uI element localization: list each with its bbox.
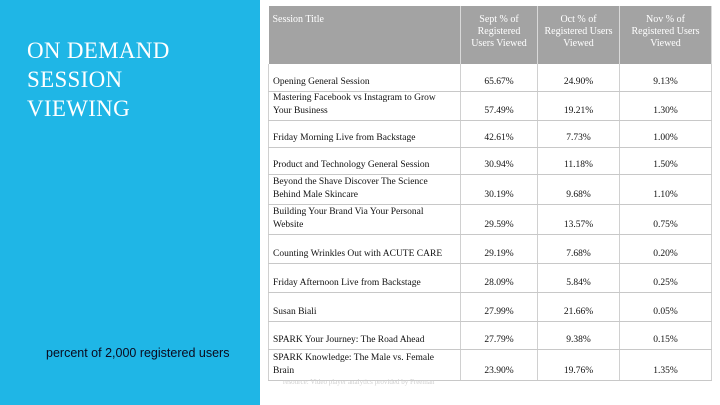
nov-cell: 0.05% xyxy=(619,292,712,322)
nov-cell: 0.25% xyxy=(619,263,712,293)
table-row: Product and Technology General Session 3… xyxy=(268,147,712,175)
sept-cell: 65.67% xyxy=(460,64,538,92)
table-row: Counting Wrinkles Out with ACUTE CARE 29… xyxy=(268,234,712,264)
nov-cell: 1.30% xyxy=(619,91,712,121)
slide-title: ON DEMAND SESSION VIEWING xyxy=(27,36,247,123)
oct-cell: 7.73% xyxy=(537,120,620,148)
oct-cell: 7.68% xyxy=(537,234,620,264)
sept-cell: 42.61% xyxy=(460,120,538,148)
slide-title-line: ON DEMAND xyxy=(27,38,170,63)
header-sept: Sept % of Registered Users Viewed xyxy=(460,6,538,64)
session-title-cell: Susan Biali xyxy=(268,292,461,322)
oct-cell: 13.57% xyxy=(537,204,620,235)
oct-cell: 5.84% xyxy=(537,263,620,293)
session-title-cell: Counting Wrinkles Out with ACUTE CARE xyxy=(268,234,461,264)
session-title-cell: Product and Technology General Session xyxy=(268,147,461,175)
sept-cell: 23.90% xyxy=(460,349,538,381)
table-row: SPARK Your Journey: The Road Ahead 27.79… xyxy=(268,321,712,350)
sept-cell: 27.99% xyxy=(460,292,538,322)
oct-cell: 19.76% xyxy=(537,349,620,381)
session-title-cell: Beyond the Shave Discover The Science Be… xyxy=(268,174,461,205)
sept-cell: 27.79% xyxy=(460,321,538,350)
nov-cell: 0.75% xyxy=(619,204,712,235)
session-title-cell: Opening General Session xyxy=(268,64,461,92)
nov-cell: 0.20% xyxy=(619,234,712,264)
oct-cell: 21.66% xyxy=(537,292,620,322)
title-panel: ON DEMAND SESSION VIEWING percent of 2,0… xyxy=(0,0,260,405)
nov-cell: 1.00% xyxy=(619,120,712,148)
table-row: Friday Afternoon Live from Backstage 28.… xyxy=(268,263,712,293)
session-title-cell: Friday Afternoon Live from Backstage xyxy=(268,263,461,293)
session-title-cell: SPARK Knowledge: The Male vs. Female Bra… xyxy=(268,349,461,381)
sept-cell: 30.94% xyxy=(460,147,538,175)
oct-cell: 11.18% xyxy=(537,147,620,175)
table-row: Building Your Brand Via Your Personal We… xyxy=(268,204,712,235)
slide-subtitle: percent of 2,000 registered users xyxy=(46,346,230,360)
table-row: Friday Morning Live from Backstage 42.61… xyxy=(268,120,712,148)
oct-cell: 19.21% xyxy=(537,91,620,121)
session-title-cell: Mastering Facebook vs Instagram to Grow … xyxy=(268,91,461,121)
nov-cell: 9.13% xyxy=(619,64,712,92)
header-nov: Nov % of Registered Users Viewed xyxy=(619,6,712,64)
header-oct: Oct % of Registered Users Viewed xyxy=(537,6,620,64)
table-row: SPARK Knowledge: The Male vs. Female Bra… xyxy=(268,349,712,381)
nov-cell: 1.10% xyxy=(619,174,712,205)
slide-title-line: VIEWING xyxy=(27,96,131,121)
session-title-cell: Friday Morning Live from Backstage xyxy=(268,120,461,148)
session-title-cell: Building Your Brand Via Your Personal We… xyxy=(268,204,461,235)
table-row: Mastering Facebook vs Instagram to Grow … xyxy=(268,91,712,121)
sept-cell: 29.19% xyxy=(460,234,538,264)
nov-cell: 1.35% xyxy=(619,349,712,381)
session-title-cell: SPARK Your Journey: The Road Ahead xyxy=(268,321,461,350)
sept-cell: 28.09% xyxy=(460,263,538,293)
oct-cell: 9.38% xyxy=(537,321,620,350)
table-row: Susan Biali 27.99% 21.66% 0.05% xyxy=(268,292,712,322)
header-session-title: Session Title xyxy=(268,6,461,64)
slide-title-line: SESSION xyxy=(27,67,123,92)
nov-cell: 0.15% xyxy=(619,321,712,350)
sept-cell: 30.19% xyxy=(460,174,538,205)
oct-cell: 24.90% xyxy=(537,64,620,92)
sept-cell: 57.49% xyxy=(460,91,538,121)
session-viewing-table: Session Title Sept % of Registered Users… xyxy=(268,6,712,381)
nov-cell: 1.50% xyxy=(619,147,712,175)
oct-cell: 9.68% xyxy=(537,174,620,205)
source-note: resource: Video player analytics provide… xyxy=(283,378,435,386)
sept-cell: 29.59% xyxy=(460,204,538,235)
table-header-row: Session Title Sept % of Registered Users… xyxy=(268,6,712,64)
table-row: Opening General Session 65.67% 24.90% 9.… xyxy=(268,64,712,92)
table-row: Beyond the Shave Discover The Science Be… xyxy=(268,174,712,205)
